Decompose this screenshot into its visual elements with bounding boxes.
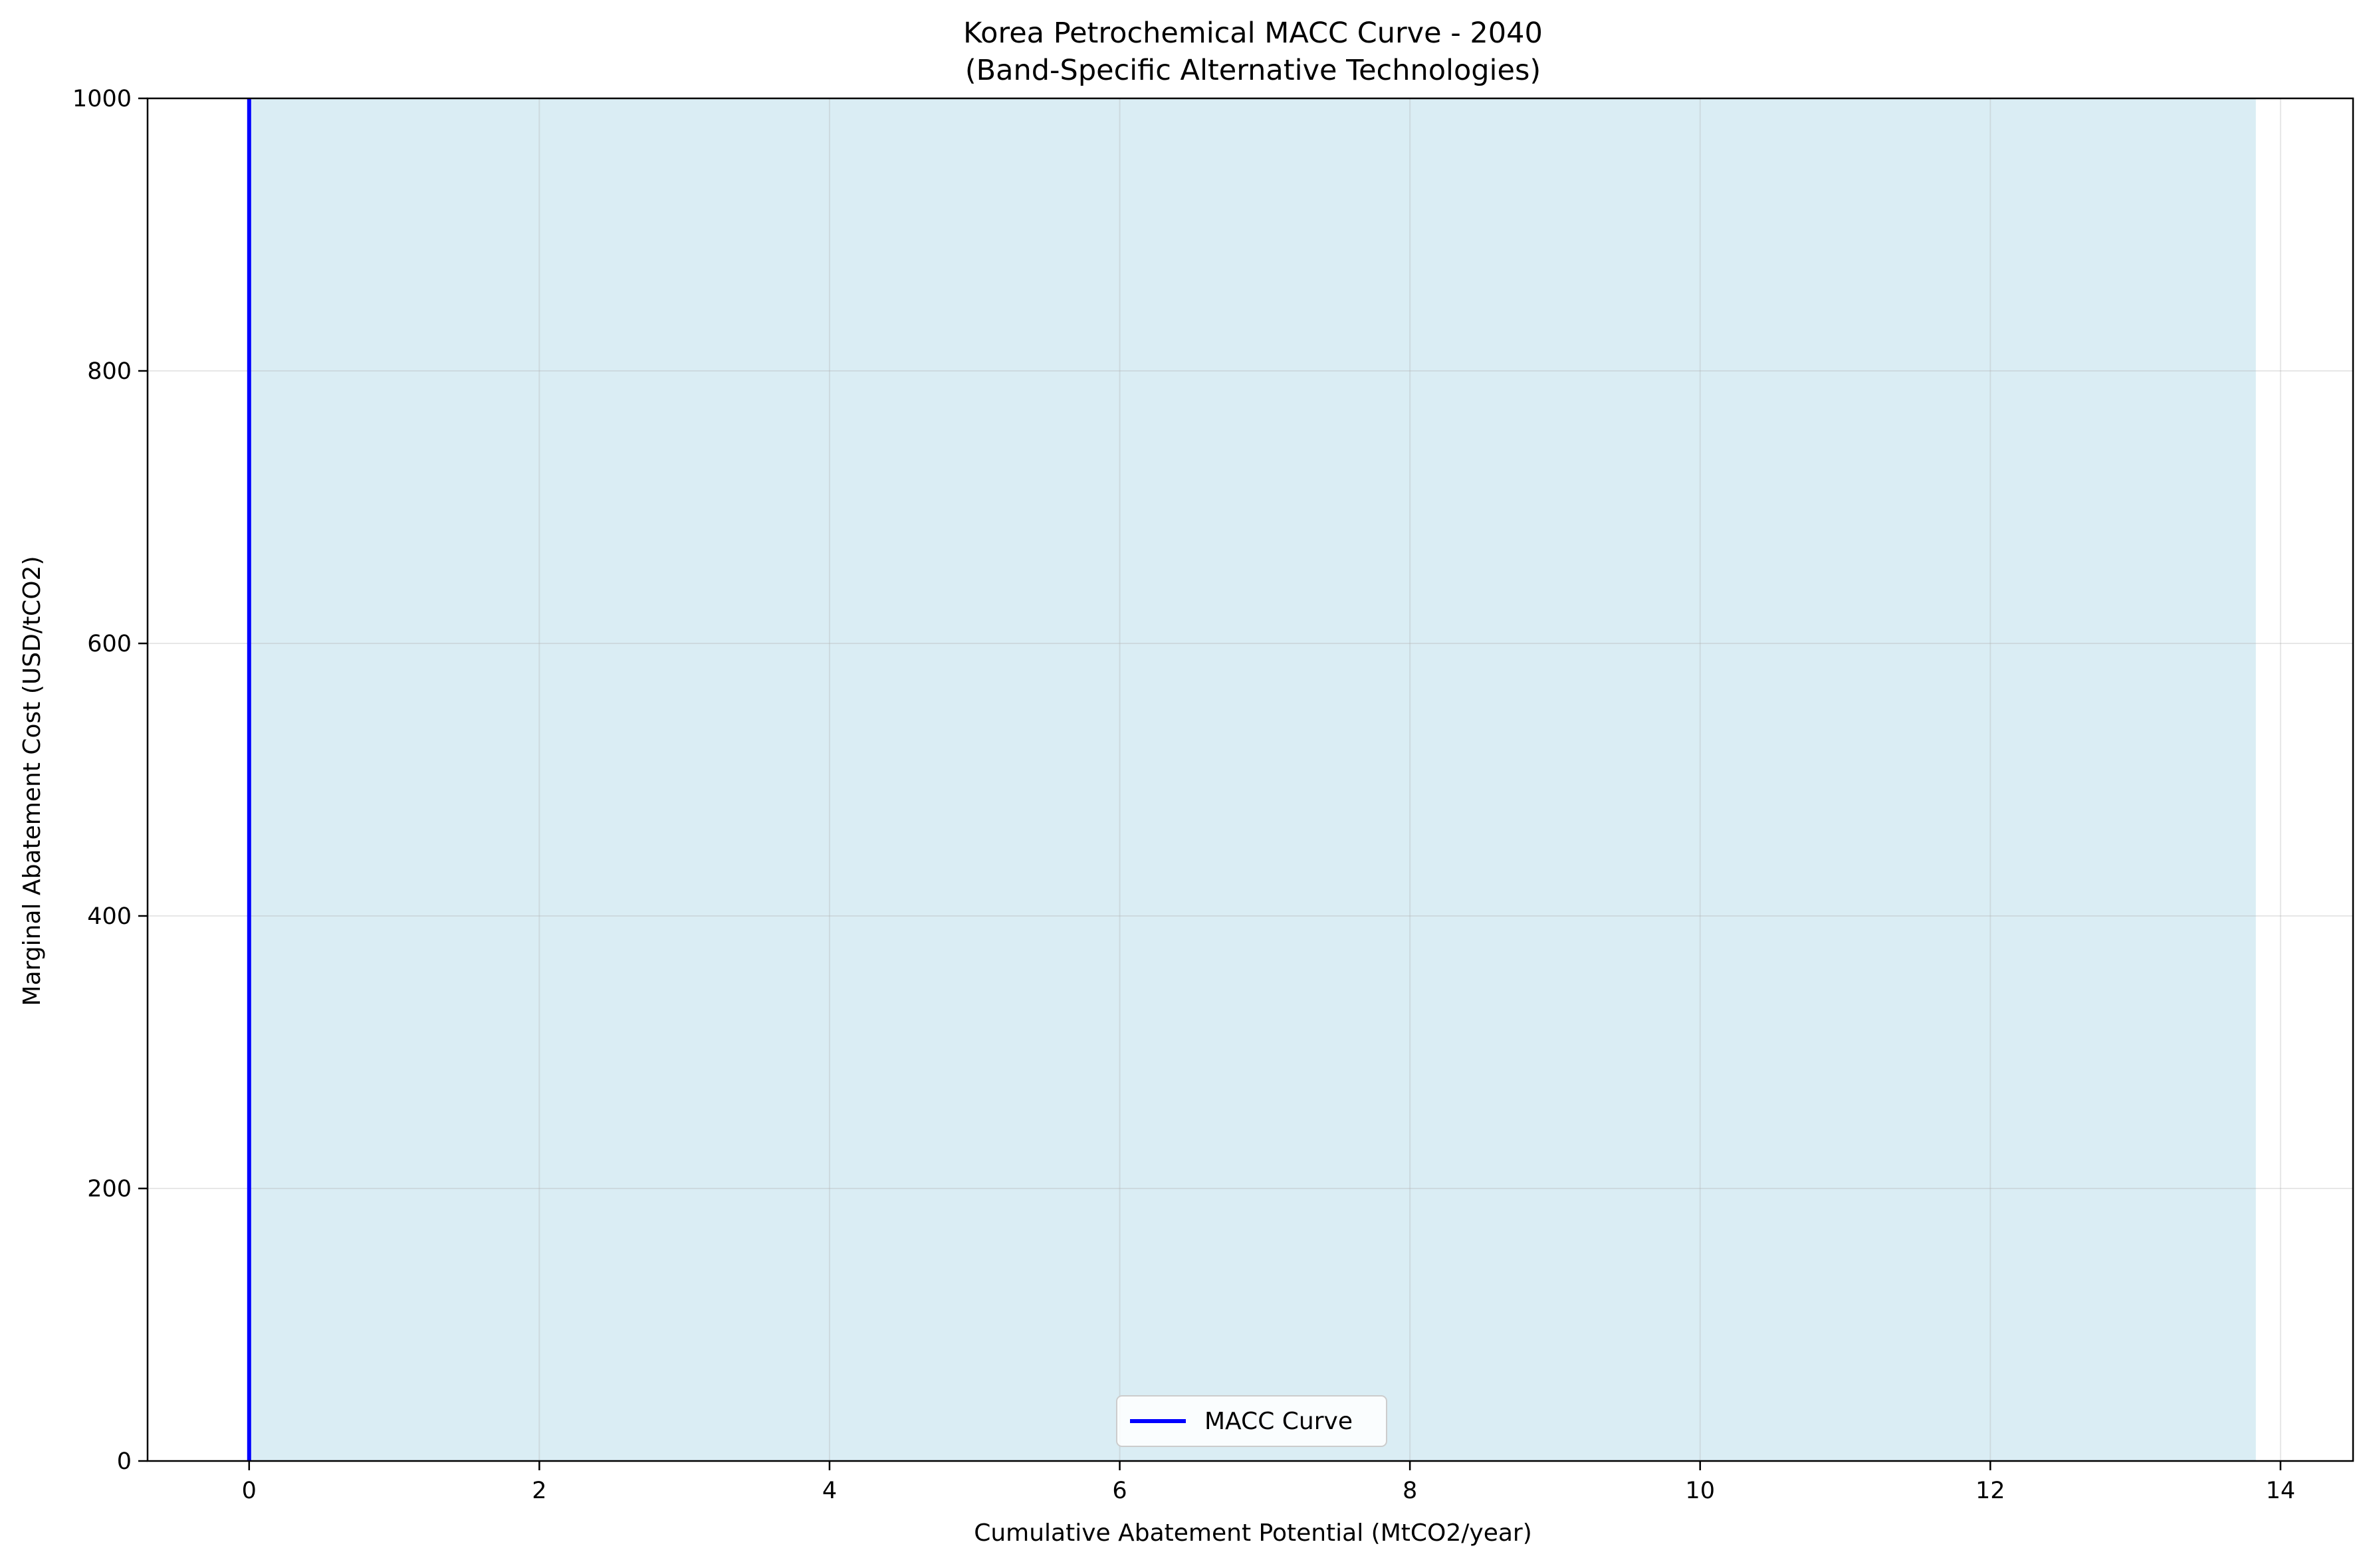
x-axis-label: Cumulative Abatement Potential (MtCO2/ye…: [974, 1519, 1532, 1547]
x-tick-label: 4: [822, 1478, 837, 1504]
legend-label-macc-curve: MACC Curve: [1204, 1408, 1353, 1435]
y-tick-label: 600: [87, 631, 132, 657]
chart-subtitle: (Band-Specific Alternative Technologies): [965, 54, 1541, 87]
y-tick-label: 0: [117, 1448, 132, 1475]
y-axis-label: Marginal Abatement Cost (USD/tCO2): [19, 556, 46, 1006]
y-tick-label: 400: [87, 903, 132, 930]
plot-area: [146, 97, 2354, 1462]
x-tick-label: 8: [1403, 1478, 1417, 1504]
legend: MACC Curve: [1116, 1395, 1387, 1447]
x-tick-label: 12: [1976, 1478, 2005, 1504]
x-tick-label: 6: [1112, 1478, 1127, 1504]
y-axis-ticks: 0 200 400 600 800 1000: [72, 86, 148, 1475]
fill-region: [249, 98, 2256, 1461]
x-axis-ticks: 0 2 4 6 8 10 12 14: [242, 1461, 2295, 1504]
y-tick-label: 200: [87, 1176, 132, 1202]
chart-title: Korea Petrochemical MACC Curve - 2040: [963, 17, 1543, 50]
y-tick-label: 800: [87, 358, 132, 385]
x-tick-label: 2: [532, 1478, 546, 1504]
x-tick-label: 10: [1685, 1478, 1715, 1504]
x-tick-label: 0: [242, 1478, 257, 1504]
y-tick-label: 1000: [72, 86, 132, 112]
plot-frame: [146, 97, 2354, 1462]
legend-box: [1116, 1395, 1387, 1447]
x-tick-label: 14: [2266, 1478, 2296, 1504]
